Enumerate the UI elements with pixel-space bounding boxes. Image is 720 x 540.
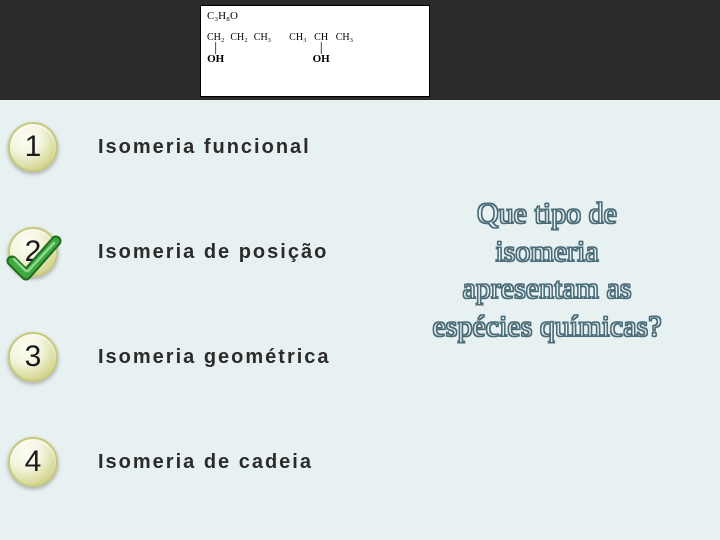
badge-number: 4 [25,445,42,479]
atom-label: CH₂ [207,32,224,43]
atom-label: CH [314,32,328,43]
question-line-1: Que tipo de [477,197,617,230]
molecular-formula: C₃H₈O [207,10,423,22]
header-bar: C₃H₈O CH₂ │ OH CH₂ CH₃ CH₃ [0,0,720,100]
atom-label: CH₃ [289,32,306,43]
option-3-label: Isomeria geométrica [98,346,331,369]
badge-2: 2 [8,227,58,277]
badge-number: 1 [25,130,42,164]
question-line-3: apresentam as [462,272,631,305]
struct2-atom1: CH │ OH [313,32,330,66]
struct1-atom0: CH₂ │ OH [207,32,224,66]
oh-label: OH [313,53,330,65]
struct2-atom0: CH₃ [289,32,306,66]
badge-3: 3 [8,332,58,382]
option-2[interactable]: 2 Isomeria de posição [0,227,328,277]
structure-2: CH₃ CH │ OH CH₃ [289,32,353,66]
question-text: Que tipo de isomeria apresentam as espéc… [392,195,702,345]
option-1-label: Isomeria funcional [98,136,311,159]
bond-line: │ [313,44,330,53]
option-4-label: Isomeria de cadeia [98,451,313,474]
badge-number: 3 [25,340,42,374]
structures-row: CH₂ │ OH CH₂ CH₃ CH₃ CH │ OH [207,32,423,66]
question-line-2: isomeria [495,235,598,268]
option-2-label: Isomeria de posição [98,241,328,264]
option-4[interactable]: 4 Isomeria de cadeia [0,437,313,487]
option-3[interactable]: 3 Isomeria geométrica [0,332,331,382]
struct2-atom2: CH₃ [336,32,353,66]
atom-label: CH₂ [230,32,247,43]
oh-label: OH [207,53,224,65]
struct1-atom2: CH₃ [254,32,271,66]
atom-label: CH₃ [336,32,353,43]
badge-1: 1 [8,122,58,172]
structure-1: CH₂ │ OH CH₂ CH₃ [207,32,271,66]
question-line-4: espécies químicas? [432,310,661,343]
bond-line: │ [207,44,224,53]
checkmark-icon [6,235,62,283]
content-area: 1 Isomeria funcional 2 Isomeria de posiç… [0,100,720,540]
option-1[interactable]: 1 Isomeria funcional [0,122,311,172]
badge-4: 4 [8,437,58,487]
atom-label: CH₃ [254,32,271,43]
chemistry-diagram: C₃H₈O CH₂ │ OH CH₂ CH₃ CH₃ [200,5,430,97]
struct1-atom1: CH₂ [230,32,247,66]
